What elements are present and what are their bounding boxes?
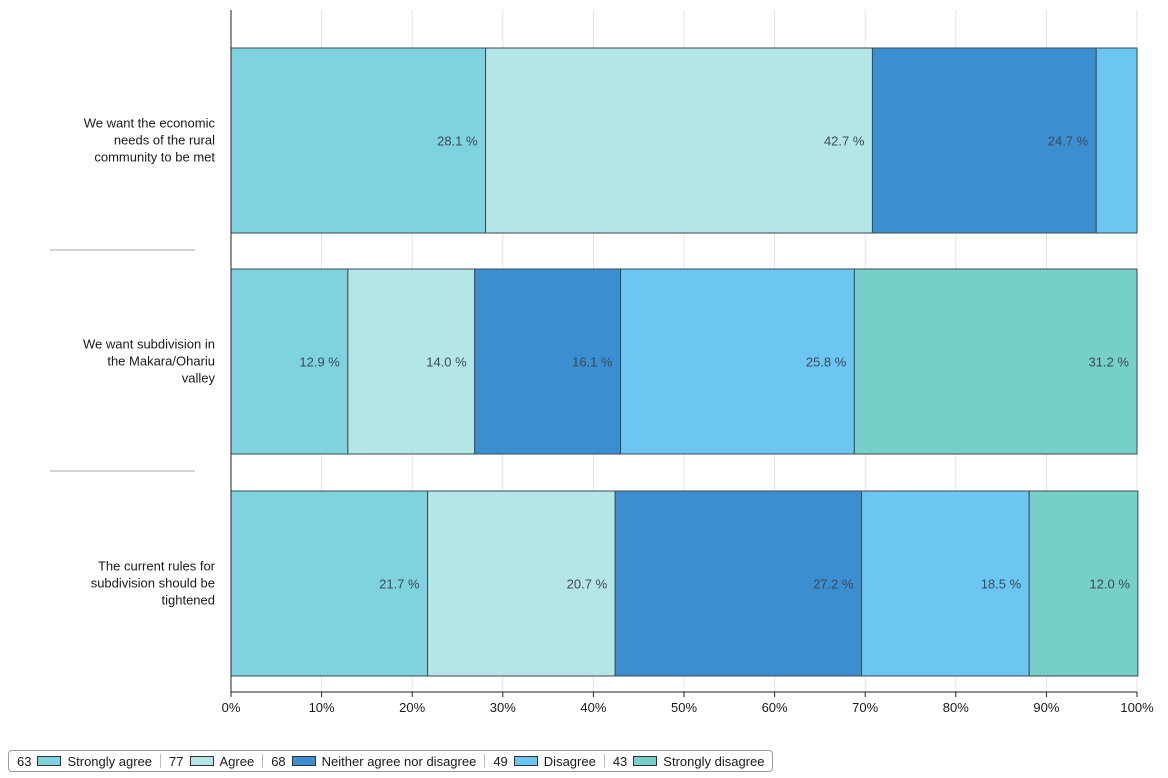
- legend-separator: [160, 754, 162, 768]
- bar-segment: [861, 490, 1030, 677]
- bar-segment: [230, 47, 487, 234]
- legend: 63 Strongly agree 77 Agree 68 Neither agree n…: [8, 750, 774, 772]
- legend-swatch: [37, 756, 62, 766]
- data-label: 42.7 %: [824, 134, 865, 149]
- x-tick-label: 50%: [671, 700, 697, 715]
- bar-segment: [347, 268, 476, 455]
- bar-segment: [871, 47, 1097, 234]
- stacked-bar-chart: 28.1 % 42.7 % 24.7 % 12.9 % 14.0 % 16.1 % 25.8…: [50, 10, 1154, 715]
- bars: 28.1 % 42.7 % 24.7 % 12.9 % 14.0 % 16.1 % 25.8…: [230, 47, 1139, 677]
- legend-label: Disagree: [543, 753, 596, 769]
- x-tick-label: 100%: [1120, 700, 1154, 715]
- x-tick-label: 20%: [399, 700, 425, 715]
- x-tick-label: 70%: [852, 700, 878, 715]
- data-label: 24.7 %: [1048, 134, 1089, 149]
- legend-swatch: [291, 756, 316, 766]
- data-label: 27.2 %: [813, 577, 854, 592]
- legend-count: 68: [271, 753, 286, 769]
- legend-item: 63 Strongly agree: [17, 754, 152, 769]
- data-label: 14.0 %: [426, 355, 467, 370]
- data-label: 25.8 %: [806, 355, 847, 370]
- legend-item: 43 Strongly disagree: [613, 754, 765, 769]
- category-label: We want subdivision in the Makara/Ohariu v…: [83, 337, 215, 386]
- legend-item: 77 Agree: [169, 754, 254, 769]
- legend-swatch: [513, 756, 538, 766]
- bar-segment: [427, 490, 616, 677]
- x-tick-label: 0%: [222, 700, 241, 715]
- bar-segment: [1028, 490, 1139, 677]
- bar-segment: [474, 268, 622, 455]
- bar-segment: [620, 268, 855, 455]
- data-label: 12.0 %: [1089, 577, 1130, 592]
- category-label: We want the economic needs of the rural co…: [84, 116, 216, 165]
- category-label: The current rules for subdivision should …: [91, 559, 216, 608]
- legend-label: Neither agree nor disagree: [321, 753, 477, 769]
- data-label: 20.7 %: [567, 577, 608, 592]
- legend-separator: [484, 754, 486, 768]
- data-label: 18.5 %: [981, 577, 1022, 592]
- legend-count: 49: [493, 753, 508, 769]
- x-tick-label: 40%: [580, 700, 606, 715]
- bar-segment: [853, 268, 1138, 455]
- x-tick-label: 60%: [762, 700, 788, 715]
- legend-count: 77: [169, 753, 184, 769]
- legend-count: 63: [17, 753, 32, 769]
- x-tick-label: 30%: [490, 700, 516, 715]
- x-tick-label: 80%: [943, 700, 969, 715]
- bar-segment: [485, 47, 873, 234]
- bar-segment: [1095, 47, 1138, 234]
- x-tick-label: 10%: [309, 700, 335, 715]
- legend-label: Strongly agree: [67, 753, 153, 769]
- legend-swatch: [189, 756, 214, 766]
- data-label: 21.7 %: [379, 577, 420, 592]
- data-label: 31.2 %: [1089, 355, 1130, 370]
- x-tick-label: 90%: [1033, 700, 1059, 715]
- legend-separator: [262, 754, 264, 768]
- data-label: 12.9 %: [299, 355, 340, 370]
- data-label: 28.1 %: [437, 134, 478, 149]
- legend-label: Agree: [219, 753, 255, 769]
- legend-count: 43: [612, 753, 628, 769]
- legend-item: 49 Disagree: [493, 754, 596, 769]
- legend-item: 68 Neither agree nor disagree: [271, 754, 476, 769]
- bar-segment: [614, 490, 863, 677]
- axes: 0% 10% 20% 30% 40% 50% 60% 70% 80% 90% 100% We want…: [50, 10, 1154, 715]
- legend-swatch: [633, 756, 658, 766]
- legend-label: Strongly disagree: [663, 753, 765, 769]
- legend-separator: [603, 754, 605, 768]
- data-label: 16.1 %: [572, 355, 613, 370]
